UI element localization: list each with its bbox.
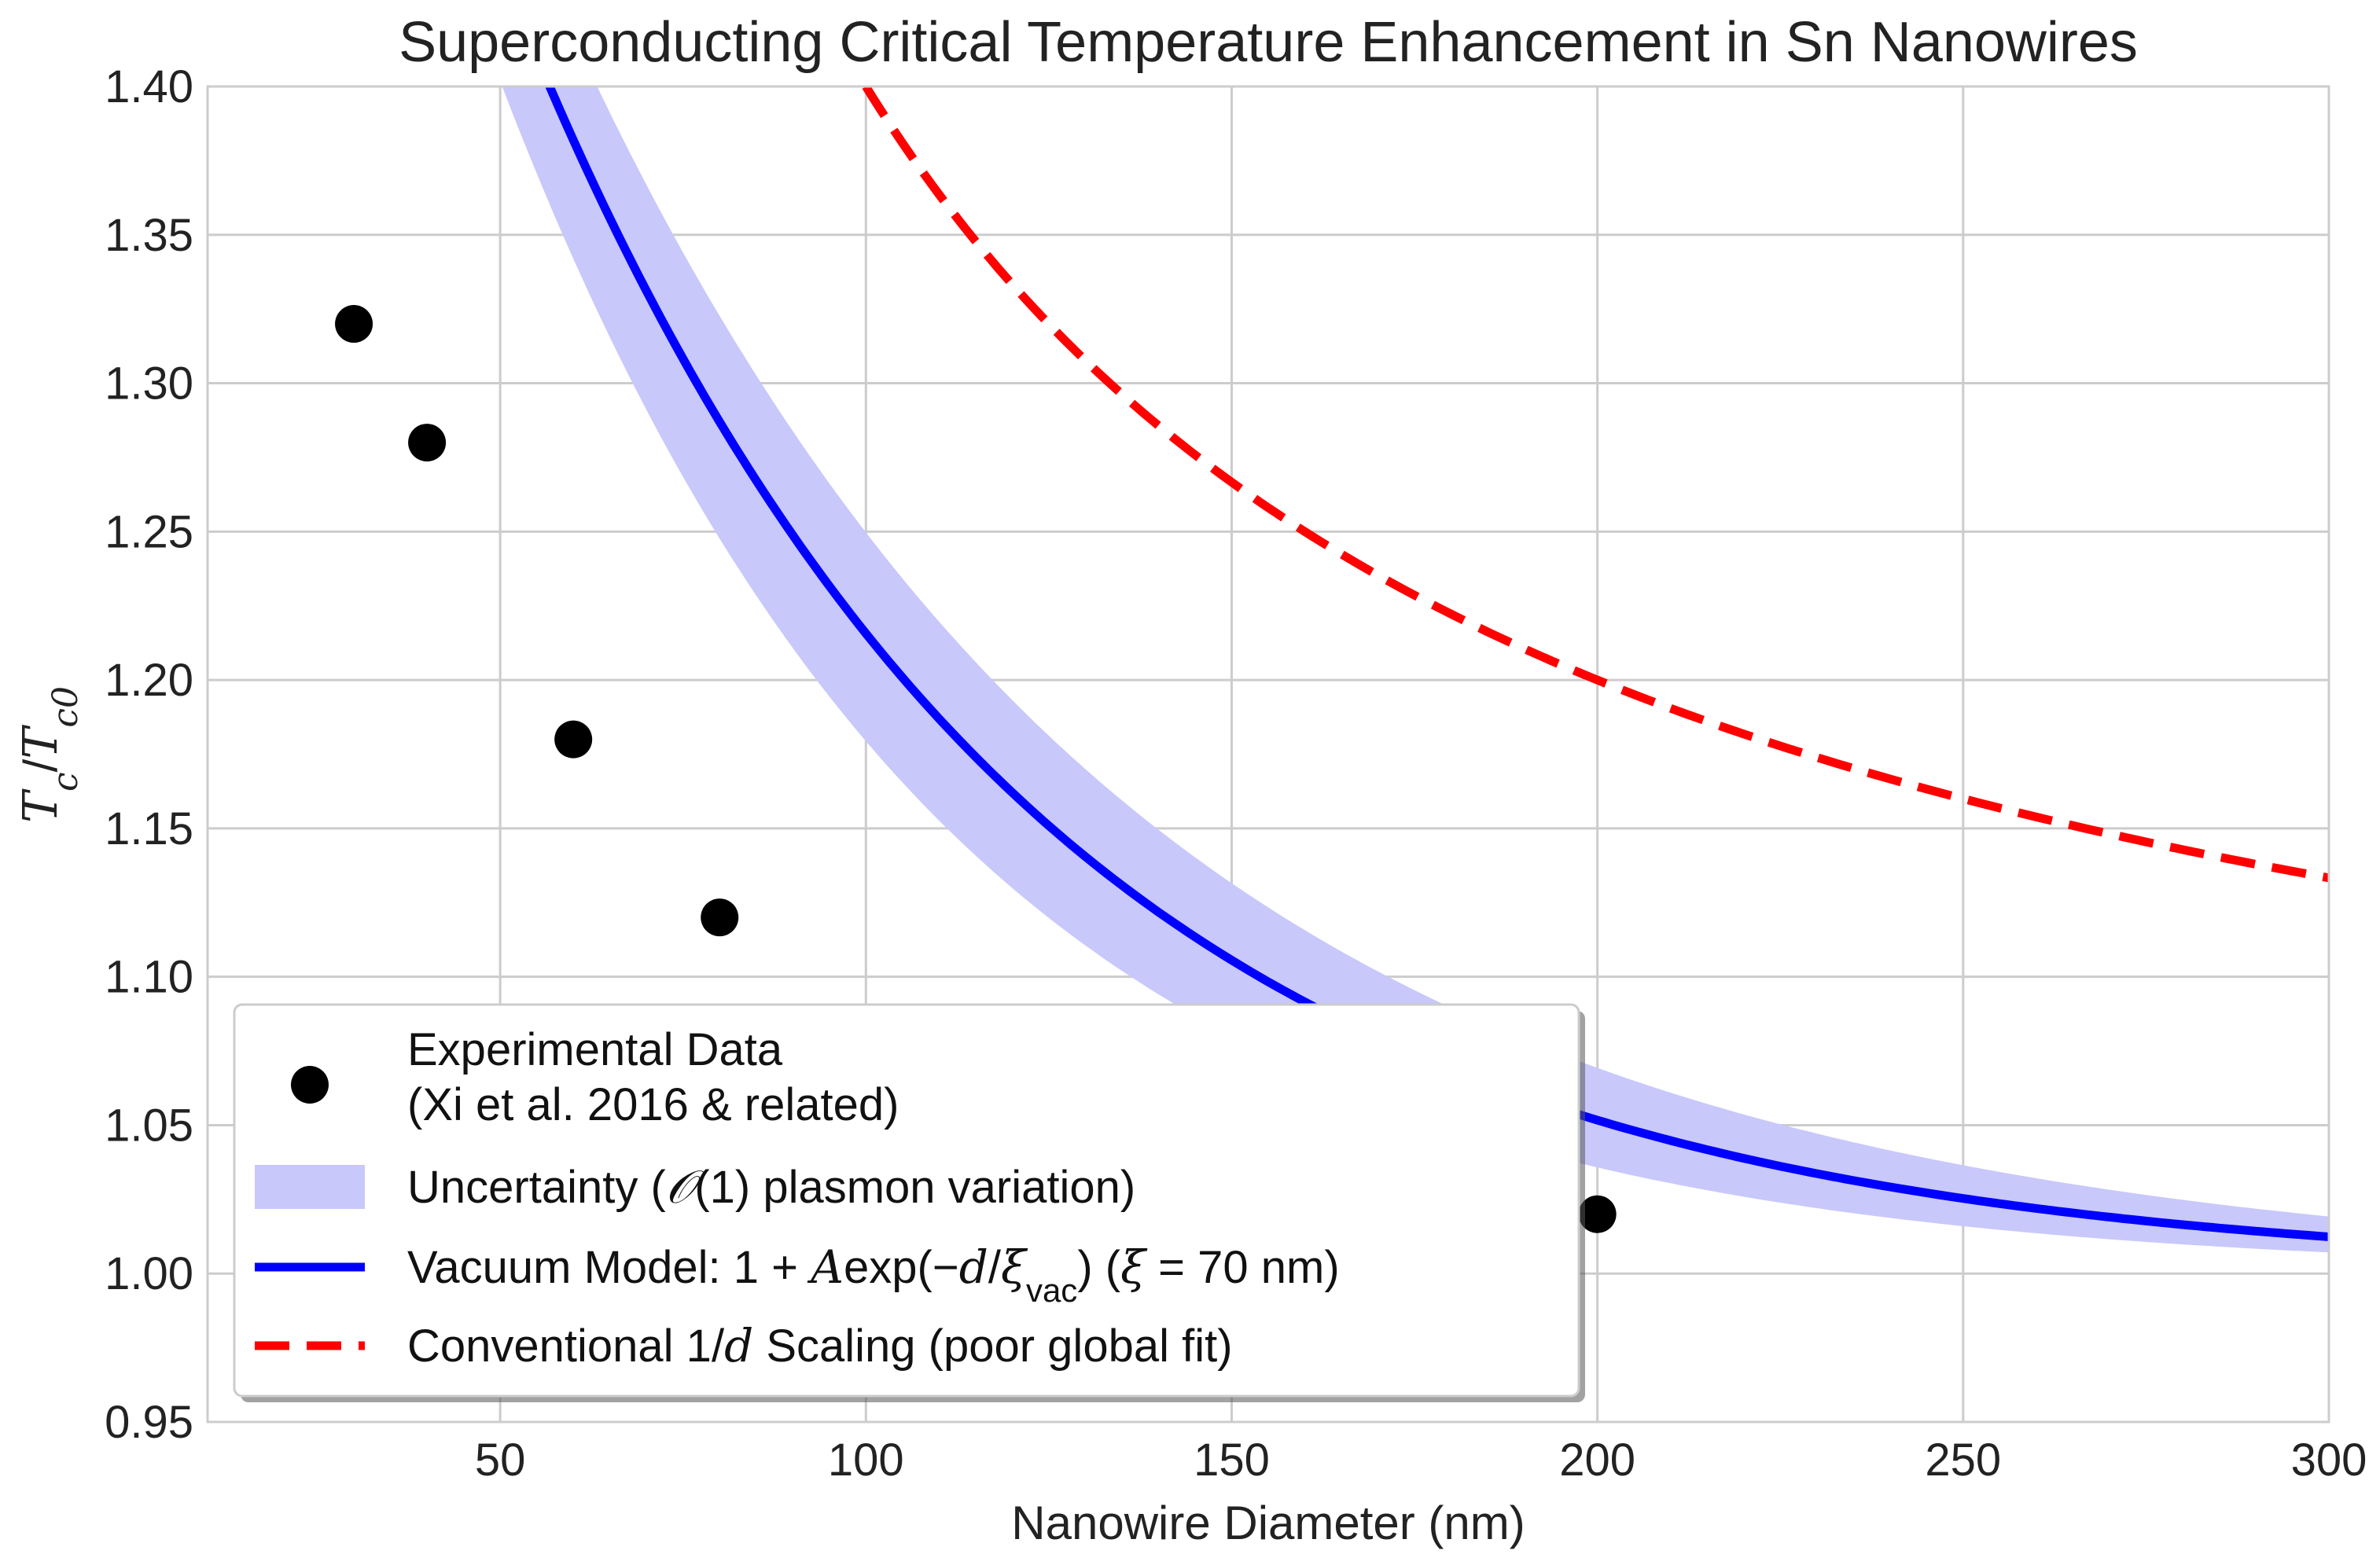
experimental-point: [701, 898, 739, 937]
legend-marker-uncertainty: [255, 1165, 365, 1209]
y-tick-label: 1.10: [105, 952, 193, 1003]
vacuum-model-line: [545, 86, 2329, 1241]
y-tick-label: 0.95: [105, 1397, 193, 1448]
legend-unc-post: (1) plasmon variation): [694, 1162, 1135, 1213]
x-tick-label: 300: [2291, 1435, 2367, 1486]
experimental-point: [408, 424, 447, 462]
x-axis-label: Nanowire Diameter (nm): [1011, 1497, 1525, 1549]
legend-vac-xi2: ξ: [1120, 1240, 1148, 1294]
legend: Experimental Data (Xi et al. 2016 & rela…: [233, 1003, 1585, 1402]
y-tick-label: 1.15: [105, 803, 193, 854]
legend-vac-a: A: [807, 1240, 844, 1294]
experimental-point: [554, 720, 593, 759]
y-label-sub2: c0: [46, 686, 86, 728]
legend-unc-pre: Uncertainty (: [407, 1162, 666, 1213]
legend-label-vacuum: Vacuum Model: 1 + Aexp(−d/ξvac) (ξ = 70 …: [407, 1240, 1340, 1309]
ticks: 50 100 150 200 250 300 0.95 1.00 1.05 1.10 1.15 1.2…: [105, 61, 2367, 1486]
chart-title: Superconducting Critical Temperature Enh…: [399, 11, 2138, 74]
legend-label-experimental-line1: Experimental Data: [407, 1024, 783, 1075]
legend-conv-pre: Conventional 1/: [407, 1321, 725, 1372]
y-tick-label: 1.00: [105, 1248, 193, 1299]
legend-vac-exp: exp(−: [844, 1242, 959, 1293]
y-label-t1: T: [13, 788, 68, 823]
x-tick-label: 200: [1559, 1435, 1635, 1486]
legend-vac-xisub: vac: [1026, 1272, 1077, 1309]
legend-vac-xi: ξ: [1001, 1240, 1028, 1294]
legend-box: [233, 1003, 1580, 1398]
legend-vac-slash: /: [988, 1242, 1002, 1293]
legend-vac-post: = 70 nm): [1146, 1242, 1340, 1293]
x-tick-label: 50: [475, 1435, 526, 1486]
y-tick-label: 1.30: [105, 358, 193, 410]
legend-label-experimental-line2: (Xi et al. 2016 & related): [407, 1079, 899, 1130]
experimental-point: [1578, 1195, 1617, 1233]
y-tick-label: 1.25: [105, 506, 193, 557]
x-tick-label: 100: [828, 1435, 904, 1486]
experimental-point: [335, 305, 373, 343]
legend-marker-experimental: [291, 1066, 329, 1104]
legend-vac-mid: ) (: [1077, 1242, 1120, 1293]
y-tick-label: 1.05: [105, 1100, 193, 1151]
legend-vac-d: d: [959, 1240, 988, 1294]
x-tick-label: 150: [1194, 1435, 1270, 1486]
legend-conv-d: d: [724, 1319, 753, 1372]
y-tick-label: 1.20: [105, 655, 193, 706]
plot-frame: [206, 85, 2330, 1424]
legend-label-conventional: Conventional 1/d Scaling (poor global fi…: [407, 1319, 1233, 1372]
y-label-sep: /: [14, 759, 67, 772]
legend-conv-post: Scaling (poor global fit): [753, 1321, 1232, 1372]
conventional-scaling-line: [862, 86, 2329, 883]
y-label-t2: T: [13, 725, 68, 759]
y-label-sub1: c: [46, 772, 86, 792]
legend-vac-pre: Vacuum Model: 1 +: [407, 1242, 811, 1293]
y-axis-label: Tc/Tc0: [13, 686, 86, 823]
y-tick-label: 1.40: [105, 61, 193, 112]
x-tick-label: 250: [1925, 1435, 2001, 1486]
legend-label-uncertainty: Uncertainty (𝒪(1) plasmon variation): [407, 1160, 1135, 1214]
y-tick-label: 1.35: [105, 210, 193, 261]
